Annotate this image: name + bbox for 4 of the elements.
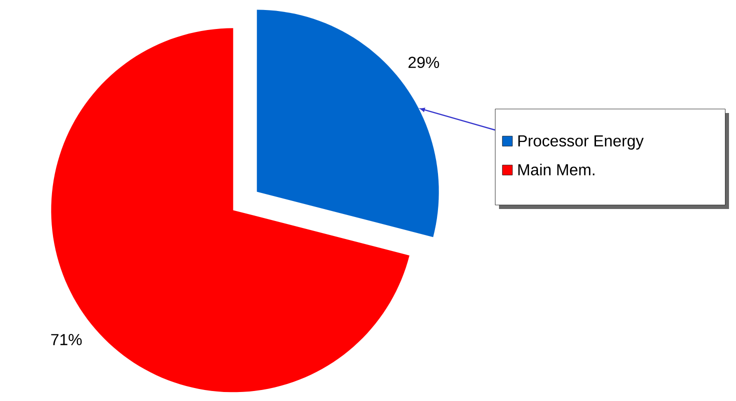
- data-label: 29%: [408, 56, 440, 68]
- legend-label: Main Mem.: [518, 164, 594, 176]
- legend-label: Processor Energy: [518, 135, 644, 150]
- data-label: 71%: [51, 334, 82, 346]
